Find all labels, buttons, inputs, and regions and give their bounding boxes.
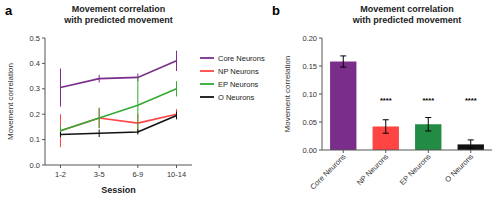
y-tick-label: 0.10 <box>302 90 317 99</box>
plot-area <box>60 51 176 148</box>
panel: Movement correlationwith predicted movem… <box>5 3 265 195</box>
error-bar <box>60 132 61 137</box>
legend-swatch <box>200 83 214 85</box>
error-cap <box>468 148 474 149</box>
error-bar <box>383 120 389 133</box>
error-stem <box>428 118 429 131</box>
significance-label: **** <box>422 96 434 105</box>
title: Movement correlationwith predicted movem… <box>63 4 173 25</box>
error-cap <box>340 55 346 56</box>
y-tick-label: 0.4 <box>30 59 40 68</box>
x-axis <box>45 165 192 166</box>
y-axis <box>45 38 46 165</box>
significance-label: **** <box>465 96 477 105</box>
error-cap <box>383 119 389 120</box>
y-axis <box>322 38 323 150</box>
x-tick-label: EP Neurons <box>398 152 433 187</box>
error-bar <box>137 129 138 134</box>
y-tick-label: 0.20 <box>302 34 317 43</box>
error-bar <box>99 129 100 137</box>
legend-label: Core Neurons <box>218 54 265 63</box>
x-tick-label: 10-14 <box>167 170 186 179</box>
x-tick-label: 3-5 <box>94 170 105 179</box>
x-tick-label: 1-2 <box>55 170 66 179</box>
error-bar <box>176 112 177 120</box>
y-tick-label: 0.3 <box>30 84 40 93</box>
error-cap <box>468 139 474 140</box>
y-tick-label: 0.05 <box>302 118 317 127</box>
figure: Movement correlationwith predicted movem… <box>0 0 500 206</box>
y-tick-label: 0.0 <box>30 161 40 170</box>
legend: Core Neurons NP Neurons EP Neurons O Neuron… <box>200 54 265 102</box>
error-bar <box>60 68 61 106</box>
error-bar <box>425 118 431 131</box>
annotations: b **** **** **** <box>272 3 477 105</box>
error-bar <box>176 81 177 96</box>
error-cap <box>425 117 431 118</box>
series-line <box>60 61 176 88</box>
panel-label: b <box>272 3 280 18</box>
x-tick-label: 6-9 <box>132 170 143 179</box>
error-bar <box>60 114 61 147</box>
legend-label: NP Neurons <box>218 67 259 76</box>
error-bar <box>176 109 177 119</box>
plot-area <box>330 56 484 150</box>
y-tick-label: 0.5 <box>30 34 40 43</box>
y-tick-label: 0.00 <box>302 146 317 155</box>
error-cap <box>383 133 389 134</box>
error-stem <box>343 56 344 67</box>
x-tick-label: Core Neurons <box>308 152 348 192</box>
error-bar <box>99 75 100 83</box>
y-axis-label: Movement correlation <box>6 63 15 140</box>
series-line <box>60 89 176 131</box>
legend-label: O Neurons <box>218 93 255 102</box>
title: Movement correlationwith predicted movem… <box>352 4 462 25</box>
error-bar <box>340 56 346 67</box>
x-axis-label: Session <box>101 185 136 195</box>
bar <box>330 62 356 150</box>
x-axis <box>322 150 492 151</box>
y-tick-label: 0.2 <box>30 110 40 119</box>
y-tick-label: 0.15 <box>302 62 317 71</box>
panel-label: a <box>5 3 13 18</box>
error-bar <box>137 77 138 133</box>
error-bar <box>99 108 100 128</box>
series-line <box>60 115 176 134</box>
error-bar <box>176 51 177 71</box>
y-tick-label: 0.1 <box>30 135 40 144</box>
error-bar <box>99 108 100 128</box>
annotations: a <box>5 3 13 18</box>
error-stem <box>470 140 471 149</box>
legend-label: EP Neurons <box>218 80 259 89</box>
significance-label: **** <box>380 96 392 105</box>
error-cap <box>340 67 346 68</box>
y-axis-label: Movement correlation <box>283 56 292 133</box>
error-bar <box>468 140 474 149</box>
error-stem <box>385 120 386 133</box>
error-cap <box>425 130 431 131</box>
legend-swatch <box>200 96 214 98</box>
x-tick-label: O Neurons <box>443 152 475 184</box>
legend-swatch <box>200 70 214 72</box>
panel: Movement correlationwith predicted movem… <box>272 3 492 191</box>
legend-swatch <box>200 57 214 59</box>
x-tick-label: NP Neurons <box>355 152 390 187</box>
